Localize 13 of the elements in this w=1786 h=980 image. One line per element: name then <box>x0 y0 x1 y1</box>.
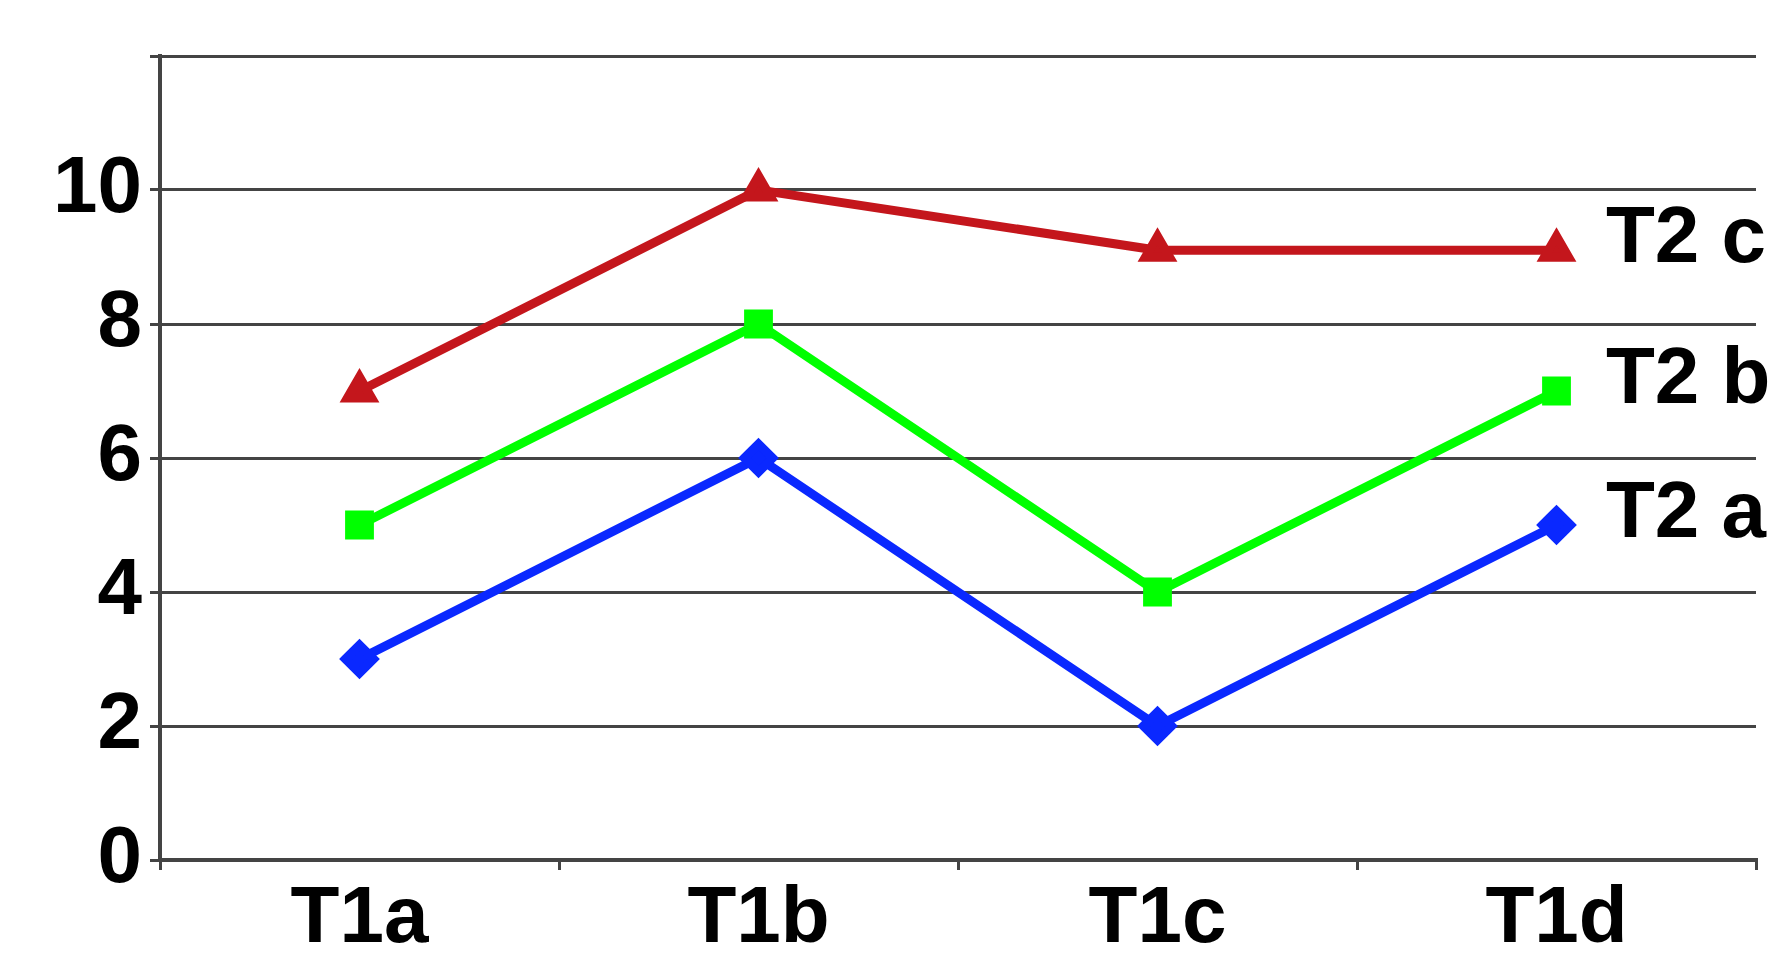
series-label: T2 b <box>1606 331 1771 421</box>
x-tick-label: T1d <box>1485 870 1628 960</box>
y-tick-label: 8 <box>97 274 142 364</box>
y-tick-label: 10 <box>53 140 142 230</box>
y-tick-label: 0 <box>97 810 142 900</box>
y-tick-label: 2 <box>97 676 142 766</box>
x-tick-label: T1b <box>687 870 830 960</box>
series-label: T2 a <box>1606 465 1767 555</box>
series-label: T2 c <box>1606 190 1767 280</box>
x-tick-label: T1c <box>1088 870 1227 960</box>
x-tick-label: T1a <box>290 870 429 960</box>
y-tick-label: 6 <box>97 408 142 498</box>
y-tick-label: 4 <box>97 542 143 632</box>
